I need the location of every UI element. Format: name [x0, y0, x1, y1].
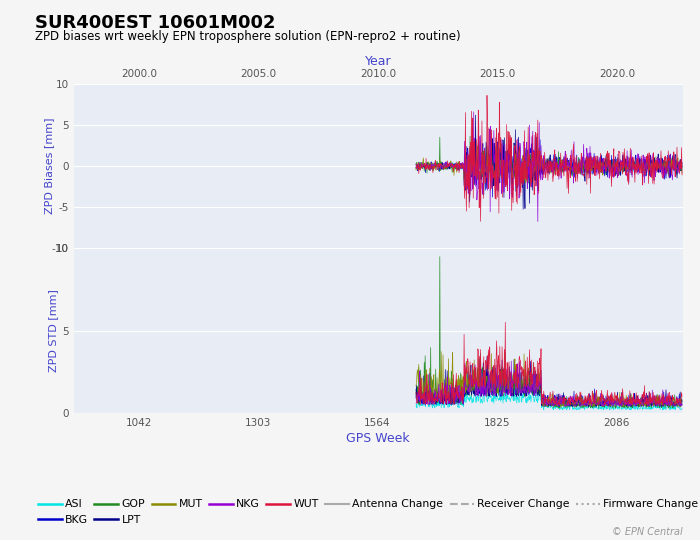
Text: SUR400EST 10601M002: SUR400EST 10601M002: [35, 14, 276, 31]
X-axis label: Year: Year: [365, 55, 391, 68]
Text: ZPD biases wrt weekly EPN troposphere solution (EPN-repro2 + routine): ZPD biases wrt weekly EPN troposphere so…: [35, 30, 461, 43]
X-axis label: GPS Week: GPS Week: [346, 432, 410, 445]
Y-axis label: ZPD Biases [mm]: ZPD Biases [mm]: [44, 118, 54, 214]
Text: © EPN Central: © EPN Central: [612, 527, 682, 537]
Legend: ASI, BKG, GOP, LPT, MUT, NKG, WUT, Antenna Change, Receiver Change, Firmware Cha: ASI, BKG, GOP, LPT, MUT, NKG, WUT, Anten…: [34, 495, 700, 529]
Y-axis label: ZPD STD [mm]: ZPD STD [mm]: [48, 289, 57, 372]
